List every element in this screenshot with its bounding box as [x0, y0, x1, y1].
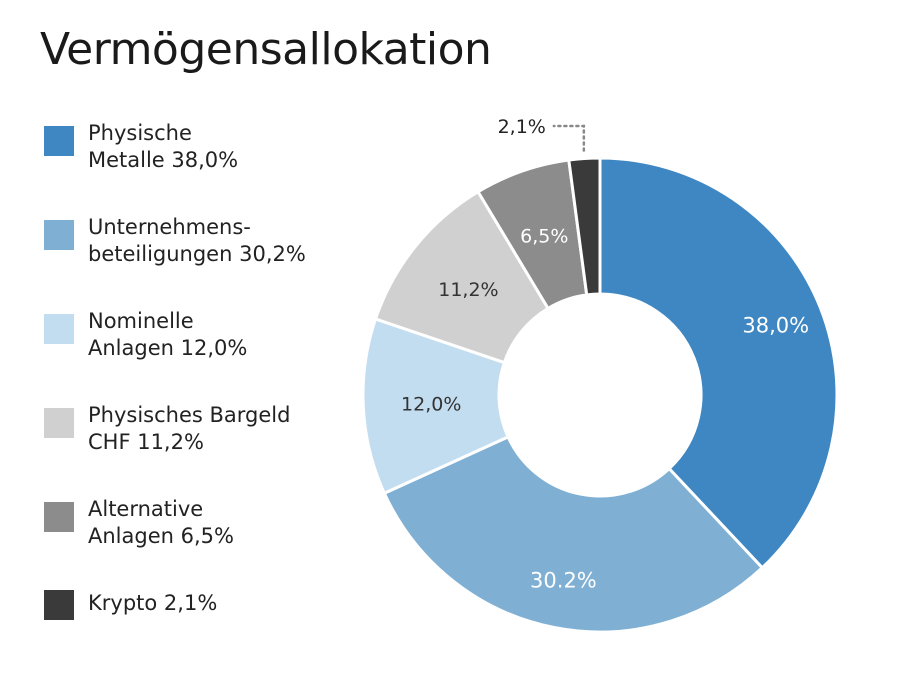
legend-label-line: Metalle 38,0%	[88, 148, 239, 172]
legend-label-line: Physisches Bargeld	[88, 403, 291, 427]
legend-label-line: Unternehmens-	[88, 215, 251, 239]
legend-label-line: beteiligungen 30,2%	[88, 242, 306, 266]
callout-leader-line	[552, 124, 586, 152]
donut-slice	[598, 156, 839, 570]
legend-swatch	[44, 590, 74, 620]
legend-label: Physisches Bargeld CHF 11,2%	[88, 402, 290, 456]
slice-label: 30.2%	[530, 568, 597, 592]
legend-label-line: Nominelle	[88, 309, 194, 333]
legend-swatch	[44, 314, 74, 344]
slice-label: 6,5%	[520, 225, 568, 247]
legend-label: Krypto 2,1%	[88, 590, 217, 617]
slice-label: 2,1%	[498, 116, 546, 138]
legend-swatch	[44, 220, 74, 250]
legend-label-line: Alternative	[88, 497, 204, 521]
chart-title: Vermögensallokation	[40, 24, 492, 75]
legend-label-line: Krypto 2,1%	[88, 591, 218, 615]
legend-label-line: CHF 11,2%	[88, 430, 204, 454]
donut-slice	[382, 434, 765, 634]
legend-swatch	[44, 408, 74, 438]
slice-label: 11,2%	[438, 279, 498, 301]
legend-label: Unternehmens-beteiligungen 30,2%	[88, 214, 306, 268]
legend-label: Alternative Anlagen 6,5%	[88, 496, 234, 550]
legend-label-line: Anlagen 12,0%	[88, 336, 248, 360]
slice-label: 38,0%	[742, 313, 809, 337]
legend-label: Physische Metalle 38,0%	[88, 120, 238, 174]
legend-swatch	[44, 126, 74, 156]
legend-swatch	[44, 502, 74, 532]
donut-slice	[567, 156, 602, 297]
slice-label: 12,0%	[401, 393, 461, 415]
legend-label: Nominelle Anlagen 12,0%	[88, 308, 247, 362]
legend-label-line: Anlagen 6,5%	[88, 524, 234, 548]
donut-slice	[373, 189, 551, 365]
legend-label-line: Physische	[88, 121, 192, 145]
